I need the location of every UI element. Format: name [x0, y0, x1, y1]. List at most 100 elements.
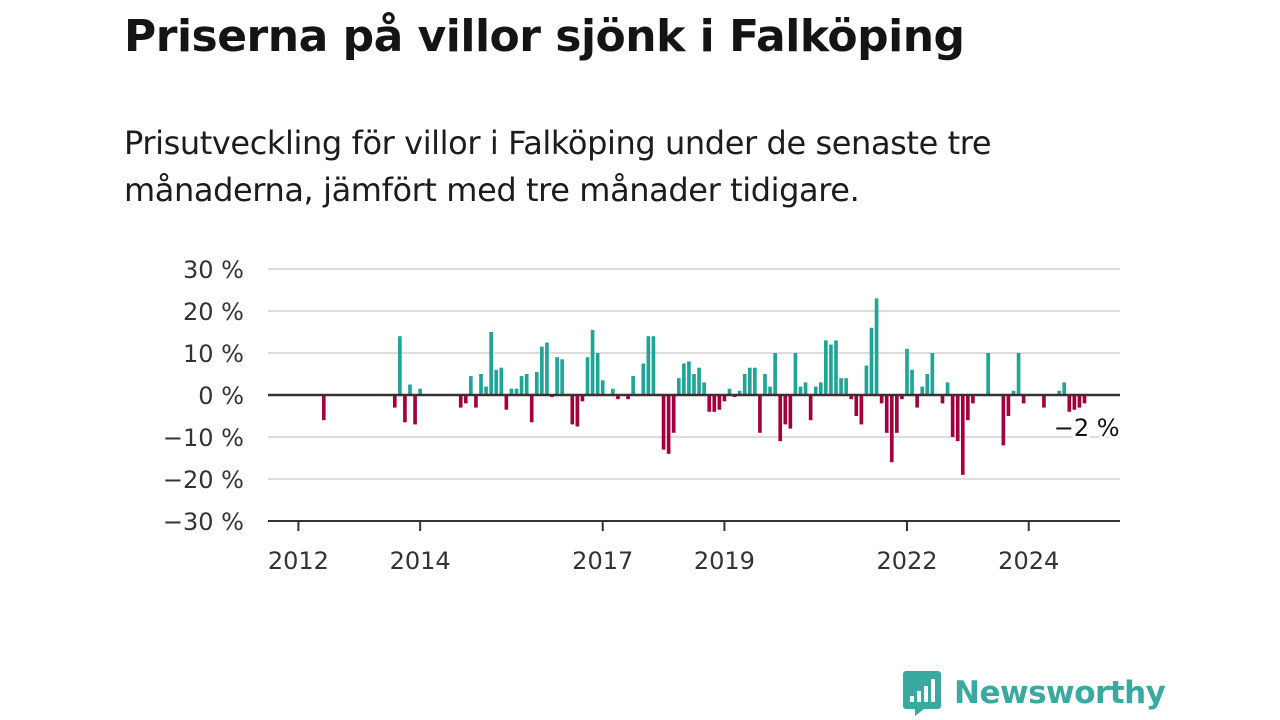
bar [474, 395, 478, 408]
bar [808, 395, 813, 421]
bar [1062, 382, 1067, 395]
bar [575, 395, 580, 427]
bar [1006, 395, 1011, 416]
bar [560, 359, 564, 395]
bar [489, 332, 493, 395]
bar [813, 386, 818, 395]
bar [960, 395, 965, 475]
bar [798, 386, 803, 395]
bar [900, 395, 904, 400]
bar [712, 395, 717, 412]
bars [321, 298, 1087, 475]
bar [321, 395, 326, 421]
bar [930, 353, 935, 395]
bar [773, 353, 777, 395]
bar [910, 369, 914, 395]
bar [818, 382, 823, 395]
bar [534, 371, 539, 395]
bar [722, 395, 727, 402]
bar [529, 395, 534, 423]
annotations: −2 % [1051, 411, 1123, 445]
bar [1057, 390, 1061, 395]
bar [1016, 353, 1021, 395]
bar [463, 395, 468, 404]
chart-title: Priserna på villor sjönk i Falköping [124, 11, 965, 62]
y-tick-label: −10 % [163, 424, 244, 452]
bar [595, 353, 600, 395]
y-tick-label: −30 % [163, 508, 244, 536]
bar [631, 376, 635, 395]
bar [839, 378, 843, 395]
axes [268, 393, 1120, 531]
bar [504, 395, 509, 410]
bar [408, 384, 412, 395]
bar [737, 390, 742, 395]
bar [783, 395, 788, 425]
bar [641, 363, 646, 395]
bar [600, 380, 605, 395]
bar [403, 395, 407, 423]
x-tick-label: 2017 [572, 547, 633, 575]
bar [966, 395, 970, 421]
bar [707, 395, 712, 412]
bar [971, 395, 975, 404]
bar [905, 348, 909, 395]
bar [778, 395, 783, 442]
bar [747, 367, 752, 395]
newsworthy-logo-icon [903, 671, 941, 716]
bar [758, 395, 762, 433]
bar [727, 388, 732, 395]
bar [895, 395, 899, 433]
bar [570, 395, 575, 425]
bar [646, 336, 651, 395]
brand-name: Newsworthy [954, 675, 1166, 711]
bar [940, 395, 945, 404]
bar [763, 374, 767, 395]
bar [915, 395, 919, 408]
x-tick-label: 2022 [876, 547, 937, 575]
bar [616, 395, 620, 400]
bar [494, 369, 499, 395]
bar [793, 353, 798, 395]
bar [687, 361, 691, 395]
bar [874, 298, 879, 395]
y-tick-label: 10 % [183, 340, 244, 368]
bar [626, 395, 630, 400]
bar [869, 327, 874, 395]
chart-subtitle: Prisutveckling för villor i Falköping un… [124, 124, 992, 209]
bar [864, 365, 869, 395]
bar [945, 382, 950, 395]
bar [950, 395, 955, 437]
y-tick-label: 20 % [183, 298, 244, 326]
bar [803, 382, 808, 395]
tick-labels: 30 % 20 % 10 % 0 % −10 % −20 % −30 % 2012 2014 20… [163, 256, 1059, 575]
bar [1011, 390, 1016, 395]
bar [540, 346, 544, 395]
bar [925, 374, 930, 395]
bar [889, 395, 894, 463]
bar [1042, 395, 1046, 408]
bar [859, 395, 864, 425]
bar [509, 388, 514, 395]
bar [545, 342, 549, 395]
bar [398, 336, 402, 395]
y-tick-label: 0 % [198, 382, 244, 410]
bar [392, 395, 397, 408]
bar [1067, 395, 1072, 412]
bar [555, 357, 559, 395]
bar [499, 367, 504, 395]
bar [702, 382, 706, 395]
bar [788, 395, 793, 429]
x-tick-label: 2024 [998, 547, 1059, 575]
y-tick-label: −20 % [163, 466, 244, 494]
bar [661, 395, 666, 450]
bar [479, 374, 483, 395]
bar [824, 340, 828, 395]
x-tick-label: 2012 [268, 547, 329, 575]
bar [418, 388, 422, 395]
bar [585, 357, 590, 395]
bar [1072, 395, 1077, 410]
bar [768, 386, 772, 395]
bar [1001, 395, 1006, 446]
